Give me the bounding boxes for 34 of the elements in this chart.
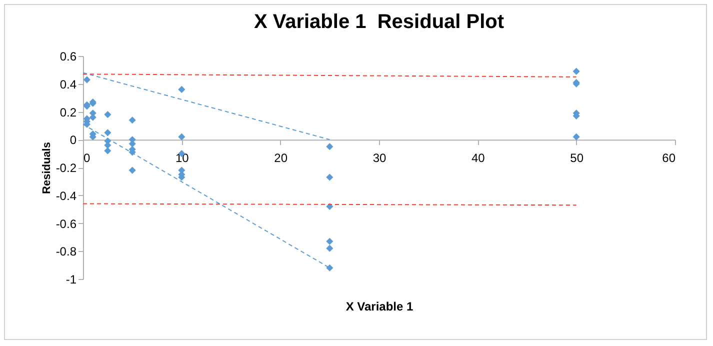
chart-title: X Variable 1 Residual Plot xyxy=(254,11,504,33)
x-tick-label: 0 xyxy=(84,151,90,166)
y-tick-label: 0.6 xyxy=(60,50,77,64)
x-tick-label: 30 xyxy=(372,151,386,166)
y-tick-label: -0.8 xyxy=(56,244,77,259)
point xyxy=(572,68,580,75)
x-tick-label: 50 xyxy=(570,151,584,166)
point xyxy=(128,116,136,124)
x-axis-title: X Variable 1 xyxy=(346,300,414,314)
point xyxy=(128,166,136,174)
x-tick-label: 40 xyxy=(471,151,486,166)
y-tick-label: -0.6 xyxy=(56,216,77,231)
y-tick-label: -0.4 xyxy=(56,188,77,203)
point xyxy=(178,86,186,93)
point xyxy=(326,238,334,245)
point xyxy=(104,111,112,118)
point xyxy=(104,147,112,154)
point xyxy=(178,133,186,140)
x-tick-label: 20 xyxy=(274,151,288,166)
y-axis-title: Residuals xyxy=(40,142,53,194)
y-tick-label: -0.2 xyxy=(56,161,77,175)
y-tick-label: -1 xyxy=(66,272,77,286)
point xyxy=(572,133,580,140)
point xyxy=(326,174,334,181)
y-tick-label: 0.2 xyxy=(60,105,77,120)
point xyxy=(326,143,334,150)
y-tick-label: 0.4 xyxy=(60,77,77,92)
y-tick-label: 0 xyxy=(70,133,77,148)
x-tick-label: 60 xyxy=(662,151,676,166)
x-tick-label: 10 xyxy=(175,151,190,166)
point xyxy=(83,76,90,84)
point xyxy=(326,264,334,272)
point xyxy=(104,129,112,136)
point xyxy=(326,244,334,252)
